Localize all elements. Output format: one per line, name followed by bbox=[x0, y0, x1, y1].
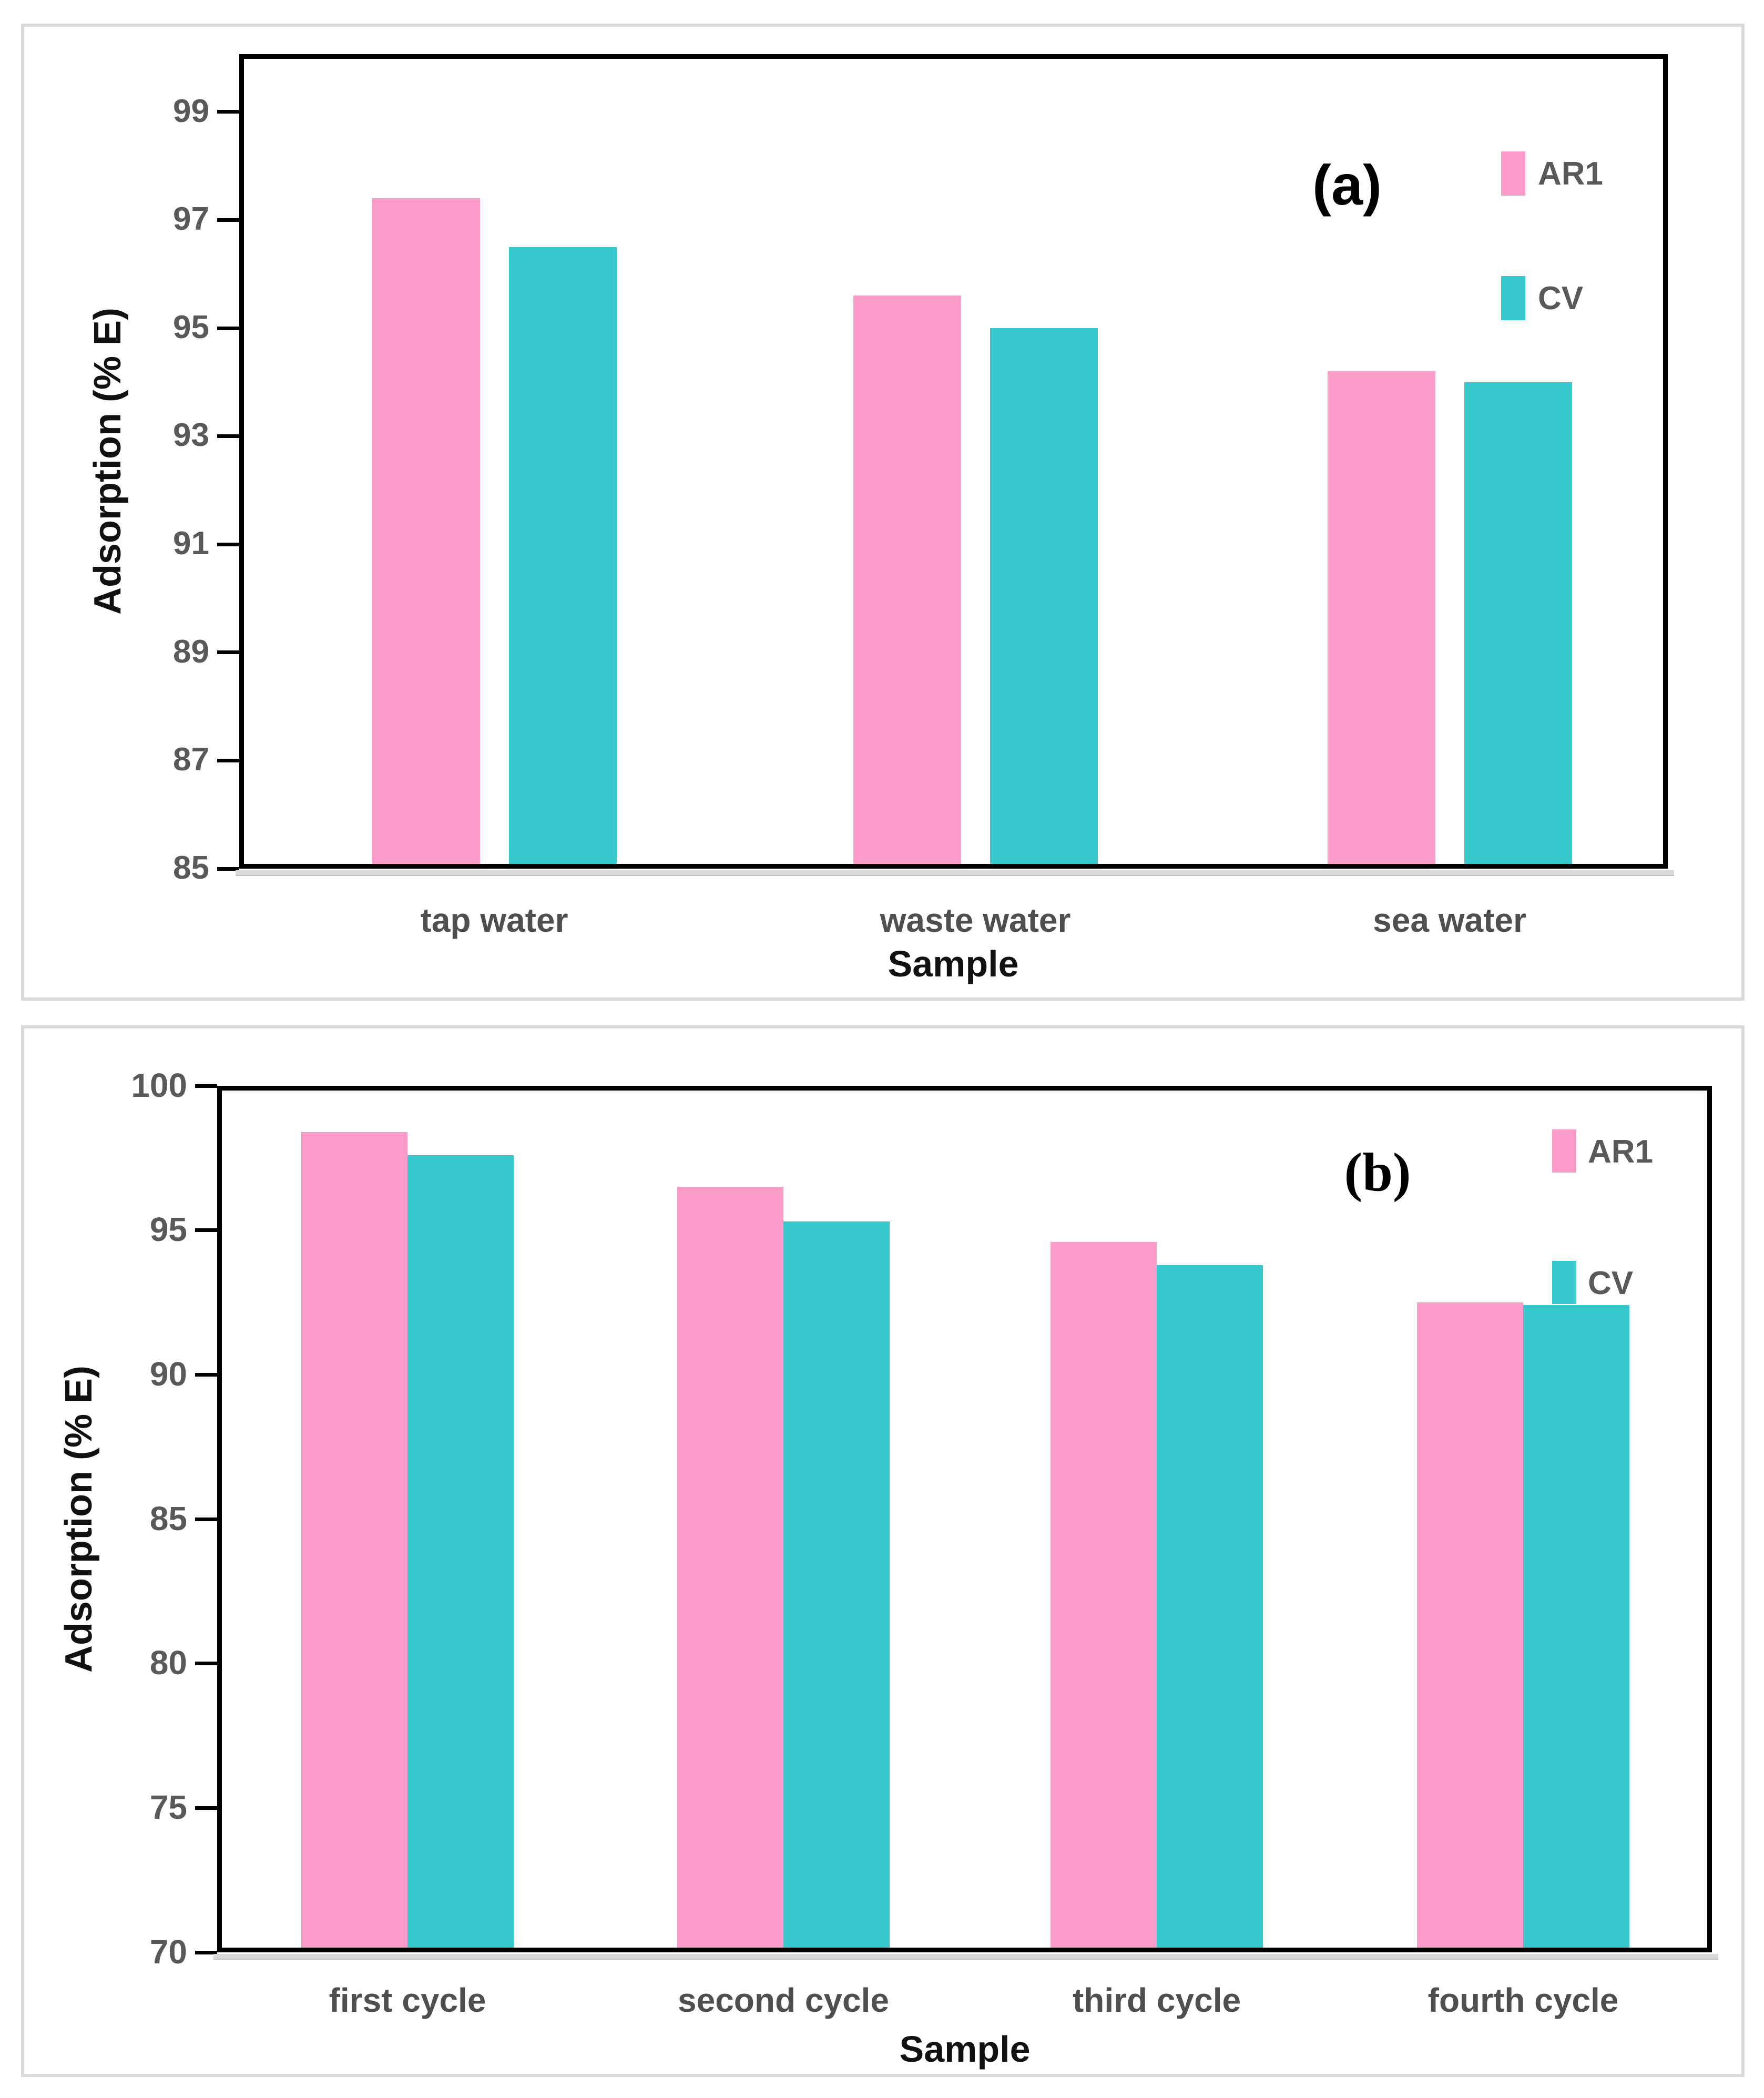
y-tick-label-80: 80 bbox=[149, 1644, 187, 1682]
x-tick-label-waste-water: waste water bbox=[880, 901, 1071, 939]
bar-cv-waste-water bbox=[990, 328, 1098, 869]
y-tick-label-95: 95 bbox=[149, 1210, 187, 1249]
y-tick-mark bbox=[217, 218, 239, 222]
x-axis-title-b: Sample bbox=[899, 2029, 1031, 2070]
y-tick-label-90: 90 bbox=[149, 1355, 187, 1393]
legend-swatch-cv-b bbox=[1552, 1261, 1576, 1304]
y-tick-mark bbox=[217, 110, 239, 114]
bar-ar1-fourth-cycle bbox=[1417, 1302, 1523, 1952]
y-tick-mark bbox=[217, 434, 239, 439]
y-tick-mark bbox=[195, 1662, 217, 1666]
panel-letter-a: (a) bbox=[1312, 153, 1382, 217]
x-tick-label-first-cycle: first cycle bbox=[329, 1981, 486, 2019]
y-tick-label-99: 99 bbox=[173, 93, 209, 129]
y-tick-mark bbox=[217, 650, 239, 655]
axis-shadow-strip bbox=[213, 1954, 1718, 1960]
x-tick-label-third-cycle: third cycle bbox=[1072, 1981, 1241, 2019]
y-tick-mark bbox=[195, 1517, 217, 1521]
y-tick-mark bbox=[195, 1806, 217, 1810]
y-axis-title-a: Adsorption (% E) bbox=[87, 308, 129, 615]
y-tick-label-85: 85 bbox=[149, 1499, 187, 1537]
legend-swatch-cv-a bbox=[1501, 276, 1525, 320]
x-tick-label-second-cycle: second cycle bbox=[678, 1981, 889, 2019]
y-tick-label-70: 70 bbox=[149, 1932, 187, 1971]
y-tick-mark bbox=[195, 1228, 217, 1233]
bar-ar1-sea-water bbox=[1327, 371, 1435, 869]
y-axis-title-b: Adsorption (% E) bbox=[58, 1366, 100, 1673]
x-tick-label-fourth-cycle: fourth cycle bbox=[1427, 1981, 1619, 2019]
legend-label-cv-a: CV bbox=[1538, 280, 1584, 317]
legend-swatch-ar1-b bbox=[1552, 1129, 1576, 1173]
legend-label-ar1-a: AR1 bbox=[1538, 156, 1604, 192]
y-tick-mark bbox=[195, 1950, 217, 1954]
y-tick-label-89: 89 bbox=[173, 633, 209, 670]
x-axis-title-a: Sample bbox=[888, 943, 1019, 984]
y-tick-mark bbox=[217, 542, 239, 546]
bar-ar1-tap-water bbox=[372, 198, 480, 869]
y-tick-label-91: 91 bbox=[173, 525, 209, 562]
bar-ar1-waste-water bbox=[853, 296, 961, 869]
legend-label-cv-b: CV bbox=[1588, 1265, 1634, 1301]
y-tick-label-87: 87 bbox=[173, 741, 209, 778]
bar-cv-third-cycle bbox=[1157, 1265, 1263, 1952]
legend-label-ar1-b: AR1 bbox=[1588, 1134, 1654, 1170]
y-tick-mark bbox=[217, 326, 239, 330]
x-tick-label-tap-water: tap water bbox=[420, 901, 568, 939]
y-tick-mark bbox=[217, 758, 239, 762]
y-tick-label-100: 100 bbox=[131, 1066, 187, 1104]
y-tick-label-95: 95 bbox=[173, 309, 209, 345]
y-tick-label-97: 97 bbox=[173, 201, 209, 238]
bar-cv-second-cycle bbox=[783, 1221, 890, 1952]
y-tick-mark bbox=[195, 1084, 217, 1088]
y-tick-label-85: 85 bbox=[173, 849, 209, 886]
bar-cv-fourth-cycle bbox=[1523, 1305, 1629, 1952]
bar-ar1-third-cycle bbox=[1051, 1241, 1157, 1952]
bar-cv-first-cycle bbox=[407, 1155, 514, 1952]
y-tick-label-93: 93 bbox=[173, 417, 209, 454]
legend-swatch-ar1-a bbox=[1501, 151, 1525, 196]
bar-cv-tap-water bbox=[508, 247, 617, 869]
bar-ar1-first-cycle bbox=[301, 1132, 407, 1952]
y-tick-label-75: 75 bbox=[149, 1788, 187, 1827]
y-tick-mark bbox=[195, 1372, 217, 1377]
panel-letter-b: (b) bbox=[1344, 1142, 1411, 1203]
axis-shadow-strip bbox=[236, 870, 1674, 876]
x-tick-label-sea-water: sea water bbox=[1373, 901, 1526, 939]
bar-cv-sea-water bbox=[1464, 382, 1572, 869]
y-tick-mark bbox=[217, 867, 239, 871]
bar-ar1-second-cycle bbox=[677, 1187, 783, 1952]
